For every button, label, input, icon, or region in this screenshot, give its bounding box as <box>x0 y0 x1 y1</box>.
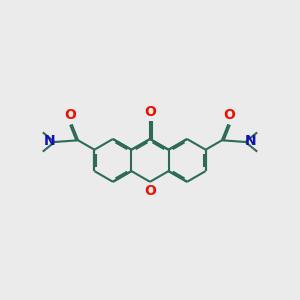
Text: O: O <box>64 108 76 122</box>
Text: N: N <box>245 134 256 148</box>
Text: O: O <box>144 184 156 198</box>
Text: O: O <box>144 105 156 119</box>
Text: N: N <box>44 134 55 148</box>
Text: O: O <box>224 108 236 122</box>
